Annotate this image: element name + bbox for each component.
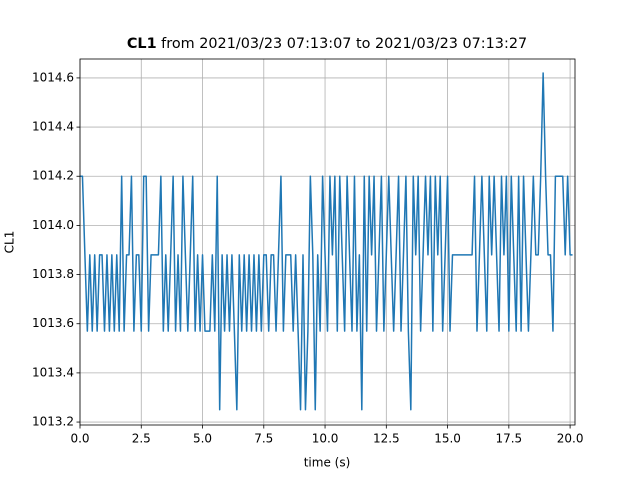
y-tick-label: 1013.6 — [32, 316, 74, 330]
x-tick-label: 7.5 — [254, 432, 273, 446]
data-line — [80, 72, 573, 411]
plot-area: 0.0 2.5 5.0 7.5 10.0 12.5 15.0 17.5 20.0 1013.2 10… — [32, 58, 584, 446]
chart-title: CL1 from 2021/03/23 07:13:07 to 2021/03/… — [127, 36, 527, 52]
x-tick-label: 15.0 — [434, 432, 461, 446]
y-tick-label: 1014.2 — [32, 169, 74, 183]
y-tick-label: 1013.4 — [32, 365, 74, 379]
x-tick-label: 20.0 — [557, 432, 584, 446]
x-tick-label: 12.5 — [373, 432, 400, 446]
x-tick-label: 0.0 — [70, 432, 89, 446]
y-tick-label: 1013.8 — [32, 267, 74, 281]
x-axis-label: time (s) — [304, 456, 351, 470]
x-tick-label: 17.5 — [495, 432, 522, 446]
x-tick-label: 2.5 — [132, 432, 151, 446]
x-tick-label: 10.0 — [312, 432, 339, 446]
y-tick-label: 1014.6 — [32, 70, 74, 84]
x-tick-label: 5.0 — [193, 432, 212, 446]
y-tick-label: 1014.0 — [32, 218, 74, 232]
y-tick-label: 1014.4 — [32, 120, 74, 134]
axes-frame — [79, 58, 576, 426]
y-tick-label: 1013.2 — [32, 415, 74, 429]
title-rest: from 2021/03/23 07:13:07 to 2021/03/23 0… — [161, 36, 527, 52]
y-axis-label: CL1 — [3, 231, 17, 254]
title-bold: CL1 — [127, 36, 157, 52]
